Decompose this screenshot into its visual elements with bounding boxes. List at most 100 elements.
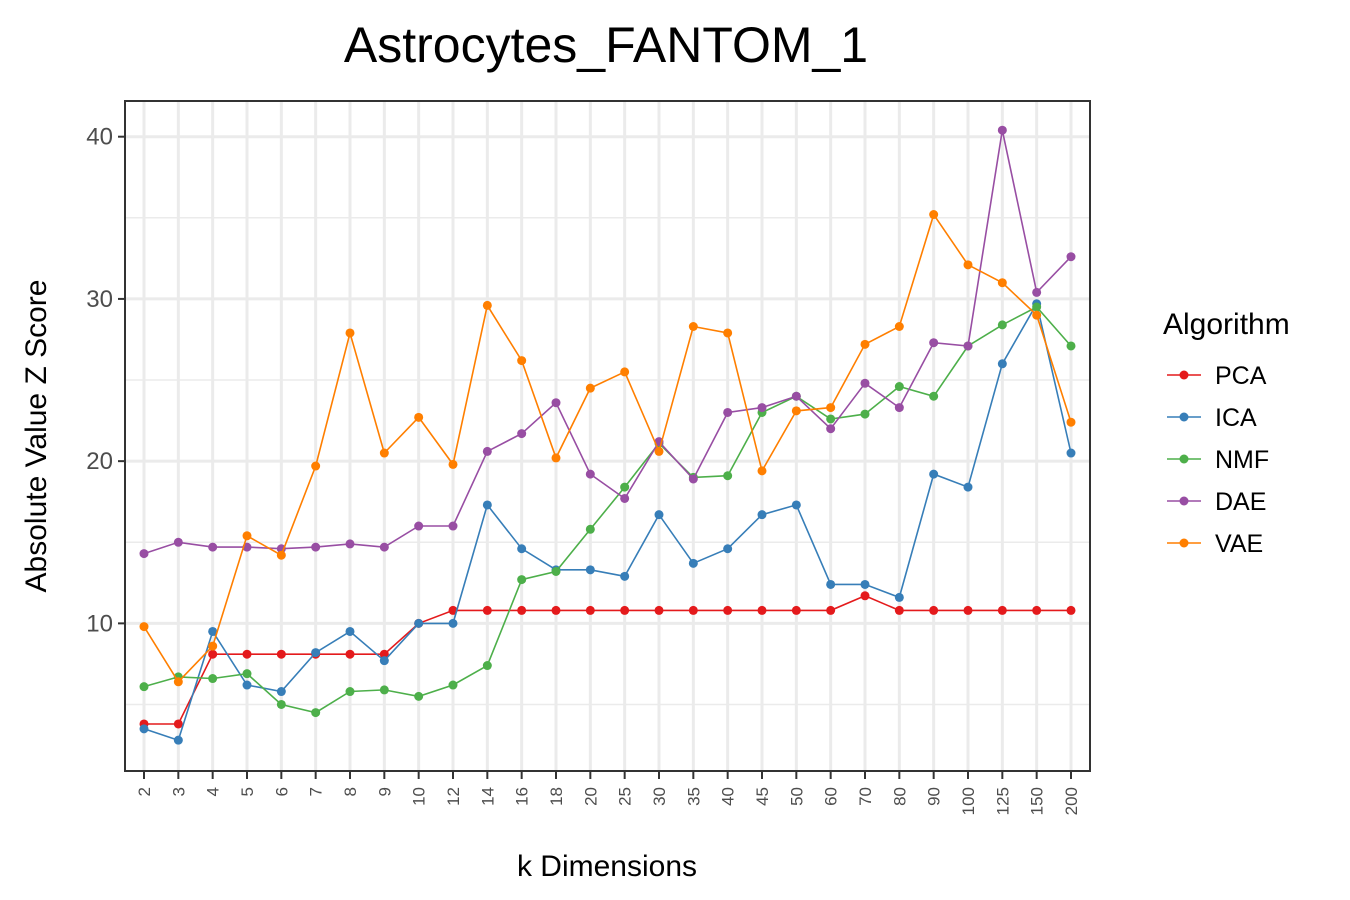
data-point-dae [345, 539, 355, 549]
data-point-nmf [1066, 341, 1076, 351]
data-point-nmf [482, 661, 492, 671]
x-tick-label: 30 [650, 787, 669, 806]
x-tick-label: 14 [478, 787, 497, 806]
data-point-ica [723, 544, 733, 554]
data-point-nmf [345, 687, 355, 697]
series-dae [139, 125, 1076, 559]
data-point-nmf [517, 575, 527, 585]
data-point-pca [173, 719, 183, 729]
y-tick-label: 20 [86, 448, 113, 475]
series-line-pca [144, 594, 1071, 725]
x-tick-label: 4 [204, 787, 223, 796]
data-point-nmf [860, 409, 870, 419]
data-point-vae [654, 446, 664, 456]
data-point-dae [585, 469, 595, 479]
data-point-nmf [448, 680, 458, 690]
data-point-vae [757, 466, 767, 476]
x-tick-label: 125 [993, 787, 1012, 815]
x-tick-label: 150 [1028, 787, 1047, 815]
data-point-vae [414, 412, 424, 422]
data-point-pca [276, 649, 286, 659]
legend-title: Algorithm [1163, 308, 1290, 341]
data-point-vae [448, 459, 458, 469]
data-point-ica [242, 680, 252, 690]
data-point-nmf [379, 685, 389, 695]
data-point-vae [139, 622, 149, 632]
grid [125, 101, 1090, 771]
data-point-vae [723, 328, 733, 338]
data-point-dae [826, 424, 836, 434]
y-axis: 10 20 30 40 [86, 124, 125, 637]
x-tick-label: 25 [616, 787, 635, 806]
data-point-pca [860, 591, 870, 601]
x-tick-label: 60 [822, 787, 841, 806]
data-point-dae [620, 493, 630, 503]
data-point-nmf [723, 471, 733, 481]
data-point-dae [208, 542, 218, 552]
data-point-pca [379, 649, 389, 659]
series-line-dae [143, 130, 1072, 555]
data-point-nmf [826, 414, 836, 424]
data-point-vae [997, 278, 1007, 288]
data-point-dae [997, 125, 1007, 135]
data-point-pca [1032, 605, 1042, 615]
data-point-dae [482, 446, 492, 456]
data-point-dae [860, 378, 870, 388]
y-tick-label: 40 [86, 124, 113, 151]
data-point-dae [723, 407, 733, 417]
data-point-vae [242, 531, 252, 541]
legend-label: PCA [1215, 362, 1267, 390]
data-point-ica [791, 500, 801, 510]
data-point-vae [517, 356, 527, 366]
data-point-vae [551, 453, 561, 463]
data-point-pca [688, 605, 698, 615]
data-point-dae [757, 403, 767, 413]
data-point-dae [414, 521, 424, 531]
x-tick-label: 6 [272, 787, 291, 796]
data-point-pca [517, 605, 527, 615]
x-tick-label: 7 [307, 787, 326, 796]
data-point-nmf [276, 699, 286, 709]
data-point-dae [551, 398, 561, 408]
data-point-ica [517, 544, 527, 554]
x-tick-label: 10 [410, 787, 429, 806]
legend-key-point [1179, 454, 1189, 464]
data-point-pca [448, 605, 458, 615]
data-point-vae [482, 300, 492, 310]
x-tick-label: 9 [375, 787, 394, 796]
x-tick-label: 45 [753, 787, 772, 806]
plot-panel-border [124, 100, 1091, 772]
data-point-pca [654, 605, 664, 615]
legend-item-vae: VAE [1167, 530, 1263, 558]
data-point-ica [414, 618, 424, 628]
data-point-dae [1066, 252, 1076, 262]
x-tick-label: 90 [925, 787, 944, 806]
data-point-nmf [551, 566, 561, 576]
data-point-vae [688, 321, 698, 331]
series-nmf [139, 302, 1076, 718]
data-point-ica [757, 510, 767, 520]
data-point-pca [1066, 605, 1076, 615]
data-point-vae [826, 403, 836, 413]
legend-label: DAE [1215, 488, 1266, 516]
series-line-ica [143, 301, 1072, 742]
x-axis: 2 3 4 5 6 7 8 9 10 12 14 16 18 20 25 30 35 40 45 50 60 70 80 90… [135, 771, 1081, 815]
data-point-ica [345, 626, 355, 636]
data-point-vae [1066, 417, 1076, 427]
data-point-vae [276, 550, 286, 560]
data-point-dae [791, 391, 801, 401]
data-point-nmf [997, 320, 1007, 330]
data-point-pca [826, 605, 836, 615]
data-point-ica [482, 500, 492, 510]
legend-item-ica: ICA [1167, 404, 1257, 432]
data-point-nmf [139, 682, 149, 692]
data-point-ica [826, 579, 836, 589]
data-point-ica [894, 592, 904, 602]
data-point-vae [311, 461, 321, 471]
data-point-ica [139, 724, 149, 734]
x-tick-label: 5 [238, 787, 257, 796]
data-point-ica [276, 687, 286, 697]
data-point-pca [963, 605, 973, 615]
data-point-pca [997, 605, 1007, 615]
legend: Algorithm PCA ICA NMF DAE VAE [1163, 308, 1290, 558]
